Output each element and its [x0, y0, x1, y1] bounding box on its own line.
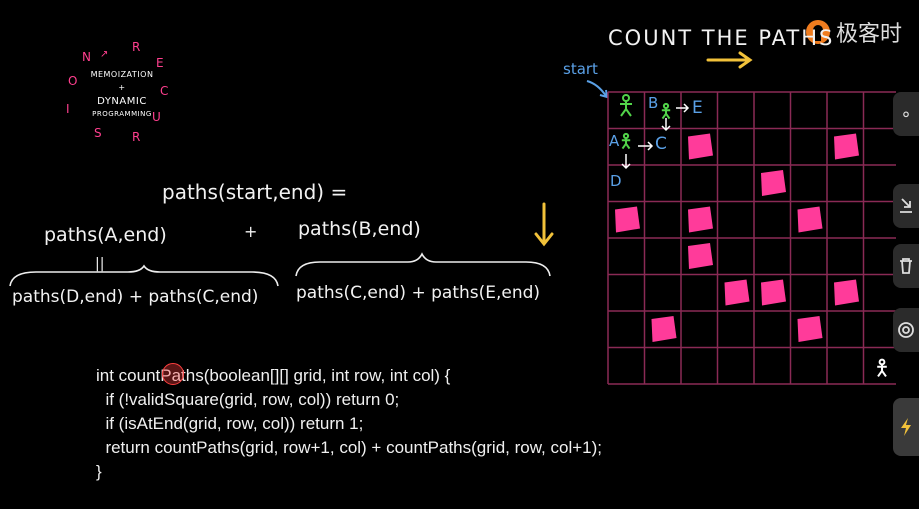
blocked-cell — [797, 316, 823, 342]
wheel-dynamic: DYNAMIC — [97, 96, 147, 107]
stick-figure-icon — [621, 132, 631, 150]
path-grid — [607, 91, 896, 385]
code-line: if (!validSquare(grid, row, col)) return… — [96, 390, 400, 409]
arrow-icon — [661, 118, 671, 132]
arrow-icon — [676, 103, 690, 113]
down-arrow-icon — [534, 202, 554, 247]
side-flash-button[interactable] — [893, 398, 919, 456]
blocked-cell — [688, 206, 713, 233]
wheel-letter: R — [132, 40, 141, 54]
start-arrow-icon — [586, 80, 609, 99]
goal-figure-icon — [877, 358, 887, 377]
logo-icon — [806, 20, 830, 44]
side-download-button[interactable] — [893, 184, 919, 228]
stick-figure-icon — [620, 94, 632, 117]
right-arrow-icon — [706, 51, 753, 69]
wheel-arrow: ↗ — [100, 49, 109, 60]
code-line: int countPaths(boolean[][] grid, int row… — [96, 366, 451, 385]
side-target-button[interactable] — [893, 308, 919, 352]
start-label: start — [563, 60, 598, 78]
blocked-cell — [761, 279, 786, 306]
brace-right — [295, 252, 551, 277]
grid-label-b: B — [648, 94, 659, 112]
grid-label-d: D — [610, 172, 622, 190]
wheel-letter: R — [132, 130, 141, 144]
cursor-highlight — [162, 363, 184, 385]
blocked-cell — [797, 206, 823, 233]
brace-left — [9, 264, 279, 287]
wheel-letter: C — [160, 84, 169, 98]
grid-label-e: E — [692, 98, 703, 118]
code-line: return countPaths(grid, row+1, col) + co… — [96, 438, 602, 457]
wheel-letter: U — [152, 110, 161, 124]
download-icon — [900, 198, 912, 213]
formula-plus: + — [244, 222, 258, 241]
code-line: } — [96, 462, 102, 481]
wheel-letter: O — [68, 74, 78, 88]
formula-equals: || — [95, 256, 105, 272]
wheel-letter: N — [82, 50, 91, 64]
blocked-cell — [724, 279, 750, 306]
flash-icon — [901, 418, 911, 436]
delete-icon — [900, 258, 912, 274]
recursion-wheel: N ↗ R E C U R S I O MEMOIZATION + DYNAMI… — [60, 36, 190, 146]
wheel-letter: I — [66, 102, 70, 116]
side-delete-button[interactable] — [893, 244, 919, 288]
watermark: 极客时 — [804, 16, 902, 48]
wheel-programming: PROGRAMMING — [92, 110, 152, 118]
blocked-cell — [651, 316, 677, 342]
heading: COUNT THE PATHS — [608, 26, 835, 50]
blocked-cell — [688, 243, 713, 269]
wheel-plus: + — [118, 83, 126, 92]
wheel-memoization: MEMOIZATION — [90, 70, 154, 79]
code-block: int countPaths(boolean[][] grid, int row… — [96, 364, 602, 484]
stick-figure-icon — [661, 102, 671, 120]
blocked-cell — [834, 133, 859, 160]
blocked-cell — [615, 206, 640, 233]
blocked-cell — [688, 133, 713, 160]
side-circle-button[interactable]: ∘ — [893, 92, 919, 136]
target-icon — [898, 322, 914, 338]
circle-icon: ∘ — [900, 103, 912, 125]
formula-right: paths(B,end) — [298, 218, 421, 240]
arrow-icon — [621, 154, 631, 170]
formula-top: paths(start,end) = — [162, 180, 348, 204]
formula-bottom-right: paths(C,end) + paths(E,end) — [296, 283, 541, 303]
blocked-cell — [761, 170, 786, 196]
wheel-letter: S — [94, 126, 102, 140]
arrow-icon — [638, 141, 654, 151]
formula-left: paths(A,end) — [44, 224, 167, 246]
grid-label-c: C — [655, 134, 667, 154]
wheel-letter: E — [156, 56, 164, 70]
watermark-text: 极客时 — [836, 22, 903, 47]
grid-label-a: A — [609, 132, 620, 150]
code-line: if (isAtEnd(grid, row, col)) return 1; — [96, 414, 364, 433]
formula-bottom-left: paths(D,end) + paths(C,end) — [12, 287, 259, 307]
blocked-cell — [834, 279, 859, 306]
